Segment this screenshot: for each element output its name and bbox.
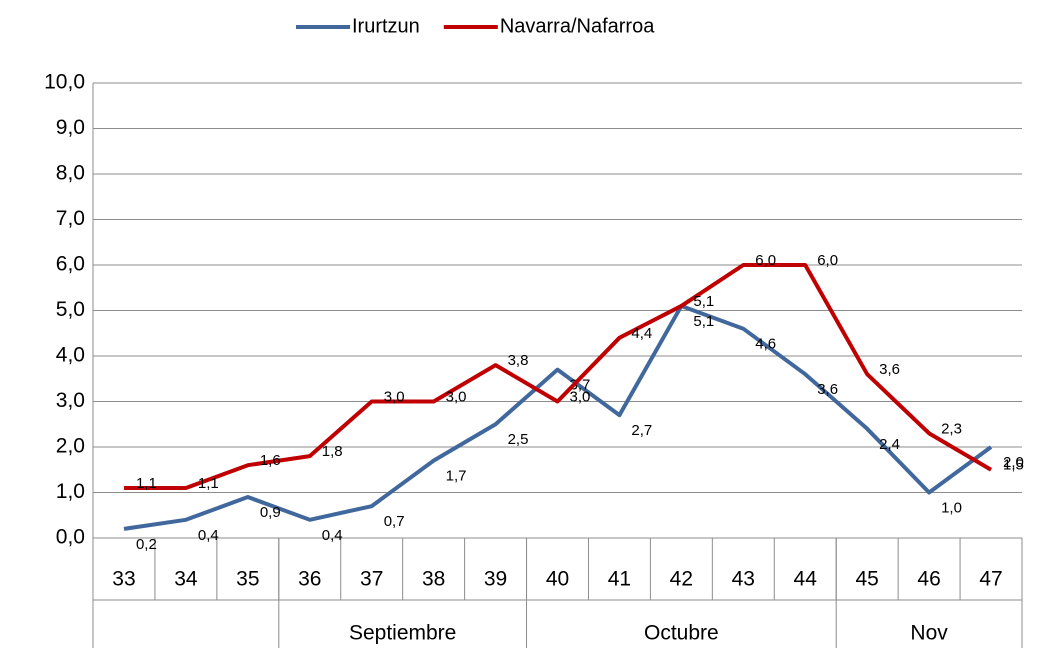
data-label: 2,5 [508, 431, 529, 448]
data-label: 3,6 [817, 381, 838, 398]
x-tick-label: 45 [855, 568, 878, 591]
data-label: 0,4 [198, 527, 219, 544]
data-label: 3,7 [570, 377, 591, 394]
data-label: 5,1 [693, 313, 714, 330]
x-tick-label: 43 [732, 568, 755, 591]
data-label: 6,0 [755, 252, 776, 269]
data-label: 2,7 [631, 422, 652, 439]
data-label: 1,1 [136, 475, 157, 492]
data-label: 1,7 [446, 468, 467, 485]
y-tick-label: 2,0 [56, 435, 85, 458]
data-label: 2,0 [1003, 454, 1024, 471]
data-label: 1,0 [941, 499, 962, 516]
data-label: 3,8 [508, 352, 529, 369]
legend-label: Irurtzun [352, 15, 420, 37]
data-label: 1,6 [260, 452, 281, 469]
x-tick-label: 39 [484, 568, 507, 591]
y-tick-label: 10,0 [44, 71, 85, 94]
data-label: 0,2 [136, 536, 157, 553]
y-tick-label: 9,0 [56, 116, 85, 139]
x-tick-label: 44 [794, 568, 818, 591]
data-label: 4,6 [755, 336, 776, 353]
y-tick-label: 3,0 [56, 389, 85, 412]
y-tick-label: 7,0 [56, 207, 85, 230]
x-tick-label: 46 [917, 568, 940, 591]
data-label: 3,6 [879, 361, 900, 378]
x-tick-label: 37 [360, 568, 383, 591]
y-tick-label: 1,0 [56, 480, 85, 503]
x-tick-label: 47 [979, 568, 1002, 591]
data-label: 2,3 [941, 420, 962, 437]
data-label: 6,0 [817, 252, 838, 269]
data-label: 2,4 [879, 436, 900, 453]
x-tick-label: 35 [236, 568, 259, 591]
data-label: 1,1 [198, 475, 219, 492]
group-label: Octubre [644, 622, 719, 645]
series-line [123, 303, 993, 531]
legend-label: Navarra/Nafarroa [500, 15, 655, 37]
data-label: 5,1 [693, 293, 714, 310]
data-label: 4,4 [631, 325, 652, 342]
data-label: 0,9 [260, 504, 281, 521]
data-label: 1,8 [322, 443, 343, 460]
group-label: Nov [910, 622, 948, 645]
x-tick-label: 36 [298, 568, 321, 591]
y-tick-label: 5,0 [56, 298, 85, 321]
x-tick-label: 38 [422, 568, 445, 591]
data-label: 3,0 [384, 388, 405, 405]
data-label: 3,0 [446, 388, 467, 405]
data-label: 3,0 [570, 388, 591, 405]
data-label: 0,4 [322, 527, 343, 544]
data-label: 1,5 [1003, 457, 1024, 474]
y-tick-label: 8,0 [56, 162, 85, 185]
x-tick-label: 34 [174, 568, 198, 591]
x-tick-label: 41 [608, 568, 631, 591]
series-line [123, 263, 993, 490]
x-tick-label: 40 [546, 568, 569, 591]
x-tick-label: 42 [670, 568, 693, 591]
y-tick-label: 6,0 [56, 253, 85, 276]
y-tick-label: 0,0 [56, 526, 85, 549]
data-label: 0,7 [384, 513, 405, 530]
x-tick-label: 33 [112, 568, 135, 591]
group-label: Septiembre [349, 622, 456, 645]
y-tick-label: 4,0 [56, 344, 85, 367]
